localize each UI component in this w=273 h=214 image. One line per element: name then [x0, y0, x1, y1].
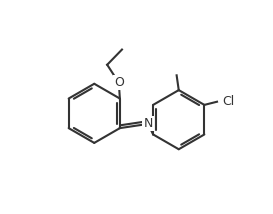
Text: O: O: [114, 76, 124, 89]
Text: N: N: [143, 117, 153, 130]
Text: Cl: Cl: [222, 95, 235, 108]
